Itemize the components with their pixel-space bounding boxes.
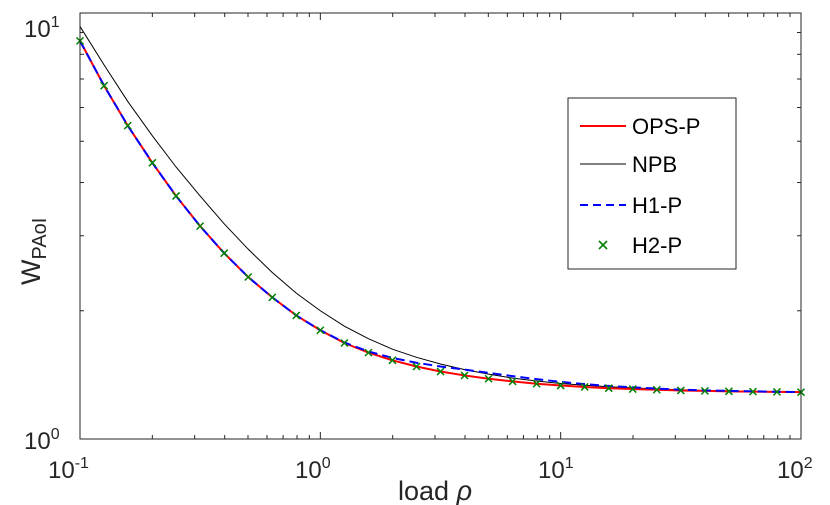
data-point-h2-p-10 (316, 326, 325, 335)
data-point-h2-p-4 (172, 191, 181, 200)
data-point-h2-p-28 (748, 387, 757, 396)
legend-label-h2-p: H2-P (632, 233, 682, 258)
data-point-h2-p-8 (268, 293, 277, 302)
series-h2-p (75, 36, 806, 397)
x-tick-label-2: 101 (538, 455, 574, 484)
data-point-h2-p-23 (628, 385, 637, 394)
data-point-h2-p-14 (412, 362, 421, 371)
data-point-h2-p-7 (244, 272, 253, 282)
data-point-h2-p-3 (148, 158, 157, 167)
data-point-h2-p-26 (700, 386, 709, 395)
data-point-h2-p-15 (436, 367, 445, 376)
x-axis-label: load ρ (398, 476, 472, 505)
data-point-h2-p-18 (508, 377, 517, 386)
legend-label-ops-p: OPS-P (632, 114, 700, 139)
data-point-h2-p-12 (364, 348, 373, 357)
data-point-h2-p-24 (652, 385, 661, 394)
legend: OPS-P NPB H1-P H2-P (567, 97, 737, 270)
data-point-h2-p-25 (676, 386, 685, 395)
plot-frame (79, 12, 802, 440)
data-point-h2-p-19 (532, 379, 541, 388)
legend-swatch-h2-p (598, 240, 608, 250)
data-point-h2-p-13 (388, 356, 397, 365)
data-point-h2-p-29 (772, 387, 781, 396)
y-tick-label-1: 101 (24, 14, 60, 43)
data-point-h2-p-27 (724, 387, 733, 396)
data-point-h2-p-1 (100, 81, 109, 90)
y-axis-label: WPAoI (16, 218, 51, 285)
data-point-h2-p-22 (604, 384, 613, 393)
data-point-h2-p-2 (123, 121, 132, 130)
y-tick-label-0: 100 (24, 426, 60, 455)
ticks-layer (79, 12, 802, 440)
data-point-h2-p-20 (556, 381, 565, 390)
data-point-h2-p-6 (220, 249, 229, 258)
data-point-h2-p-16 (460, 371, 469, 380)
data-point-h2-p-9 (292, 311, 301, 320)
data-point-h2-p-17 (484, 374, 493, 383)
x-tick-label-3: 102 (777, 455, 813, 484)
data-point-h2-p-5 (196, 222, 205, 231)
legend-label-npb: NPB (632, 152, 677, 177)
series-layer (75, 26, 806, 397)
x-tick-label-0: 10-1 (48, 455, 89, 484)
x-tick-label-1: 100 (295, 455, 331, 484)
data-point-h2-p-11 (340, 338, 349, 348)
legend-label-h1-p: H1-P (632, 193, 682, 218)
data-point-h2-p-21 (580, 382, 589, 391)
